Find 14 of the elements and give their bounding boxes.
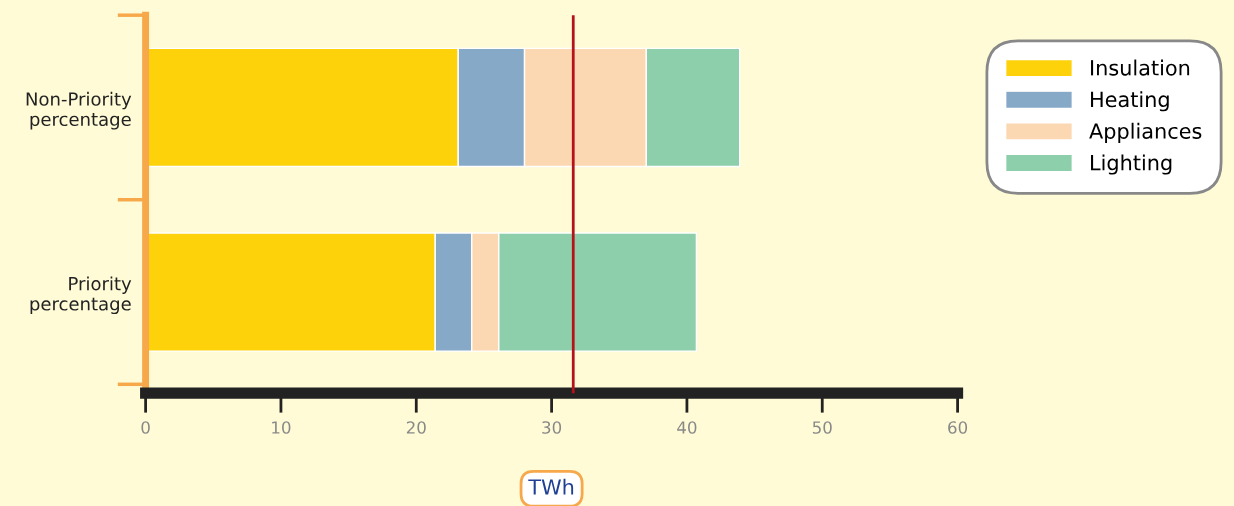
x-tick-label: 10 <box>272 421 291 434</box>
y-tick-label: Non-Priority percentage <box>26 91 132 130</box>
x-tick-label: 30 <box>542 421 562 434</box>
x-tick-label: 60 <box>948 421 968 434</box>
legend-label: Insulation <box>1091 59 1190 76</box>
x-tick-label: 40 <box>677 421 697 434</box>
x-tick-label: 50 <box>812 421 832 434</box>
x-tick-label: 20 <box>406 421 426 434</box>
legend-label: Heating <box>1091 91 1169 112</box>
legend-label: Lighting <box>1091 154 1172 175</box>
legend-label: Appliances <box>1089 122 1202 143</box>
x-tick-label: 0 <box>141 421 150 434</box>
x-axis-title: TWh <box>528 478 574 495</box>
y-tick-label: Priority percentage <box>30 276 132 315</box>
